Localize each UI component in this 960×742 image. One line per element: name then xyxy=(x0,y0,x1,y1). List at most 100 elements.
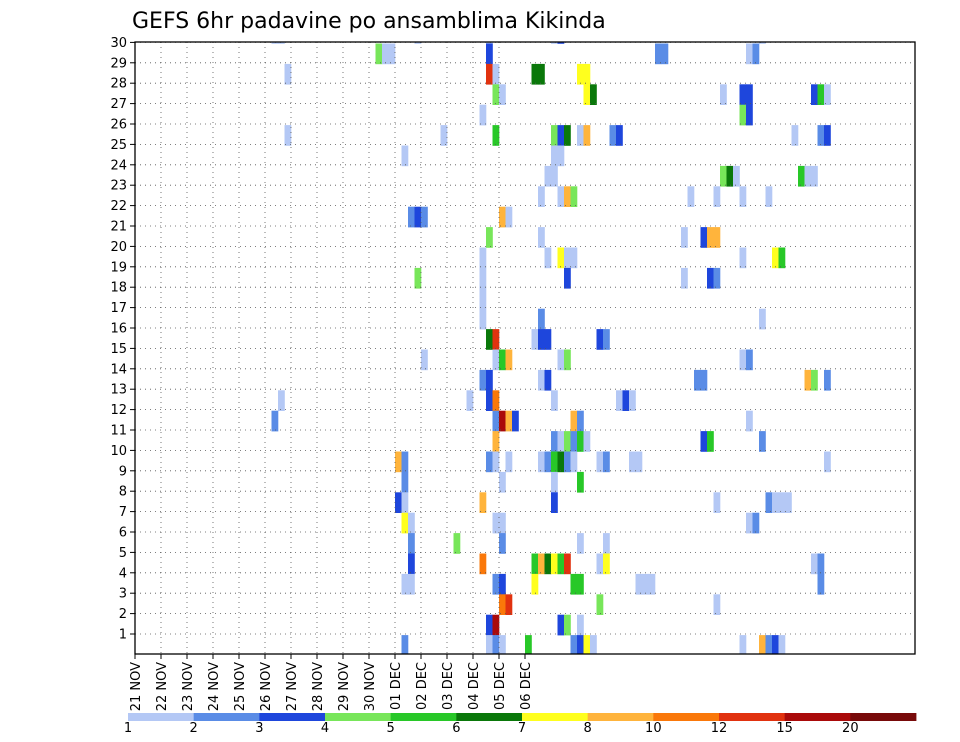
cell xyxy=(395,492,402,513)
cell xyxy=(486,451,493,473)
y-tick-label: 11 xyxy=(110,424,127,439)
cell xyxy=(512,410,519,432)
cell xyxy=(466,390,474,411)
cell xyxy=(661,43,669,65)
cell xyxy=(583,635,591,655)
cell xyxy=(538,63,545,85)
y-tick-label: 13 xyxy=(110,383,127,398)
cell xyxy=(505,451,513,473)
chart-title: GEFS 6hr padavine po ansamblima Kikinda xyxy=(132,9,606,34)
x-tick-label: 29 NOV xyxy=(337,662,352,711)
cell xyxy=(564,349,571,371)
cell xyxy=(505,349,513,371)
cell xyxy=(479,308,487,330)
cell xyxy=(577,63,584,85)
cell xyxy=(759,431,766,452)
cell xyxy=(401,573,409,595)
cell xyxy=(499,84,506,105)
cell xyxy=(811,369,818,391)
cell xyxy=(492,329,500,350)
y-tick-label: 14 xyxy=(110,362,127,377)
cell xyxy=(551,42,558,44)
cell xyxy=(739,349,747,371)
cell xyxy=(551,145,558,167)
cell xyxy=(382,43,389,65)
cell xyxy=(284,63,292,85)
x-tick-label: 06 DEC xyxy=(519,662,534,710)
cell xyxy=(492,635,500,655)
cell xyxy=(713,267,721,289)
cell xyxy=(648,573,656,595)
cell xyxy=(492,63,500,85)
colorbar-swatch xyxy=(587,713,654,721)
cell xyxy=(492,431,500,452)
cell xyxy=(739,186,747,207)
y-tick-label: 2 xyxy=(119,607,127,622)
cell xyxy=(486,614,493,636)
cell xyxy=(720,165,727,187)
cell xyxy=(772,635,779,655)
cell xyxy=(746,84,753,105)
y-tick-label: 12 xyxy=(110,403,127,418)
cell xyxy=(590,84,597,105)
cell xyxy=(603,329,610,350)
colorbar-swatch xyxy=(325,713,392,721)
cell xyxy=(824,369,831,391)
x-tick-label: 23 NOV xyxy=(181,662,196,711)
cell xyxy=(538,451,545,473)
y-tick-label: 24 xyxy=(110,158,127,173)
cell xyxy=(486,390,493,411)
cell xyxy=(499,573,506,595)
cell xyxy=(557,614,565,636)
cell xyxy=(583,84,591,105)
y-tick-label: 15 xyxy=(110,342,127,357)
cell xyxy=(746,349,753,371)
cell xyxy=(408,553,415,575)
cell xyxy=(629,390,636,411)
cell xyxy=(583,63,591,85)
cell xyxy=(564,431,571,452)
cell xyxy=(551,390,558,411)
colorbar-label: 15 xyxy=(776,721,793,736)
cell xyxy=(538,553,545,575)
cell xyxy=(479,369,487,391)
cell xyxy=(811,84,818,105)
cell xyxy=(388,43,396,65)
cell xyxy=(824,451,831,473)
cell xyxy=(700,227,708,248)
cell xyxy=(499,533,506,554)
cell xyxy=(707,227,714,248)
cell xyxy=(551,165,558,187)
cell xyxy=(492,512,500,534)
colorbar-label: 12 xyxy=(711,721,728,736)
cell xyxy=(401,451,409,473)
colorbar-swatch xyxy=(128,713,195,721)
grid-layer xyxy=(135,42,915,654)
cell xyxy=(278,42,285,44)
cells-layer xyxy=(271,42,831,655)
colorbar-label: 2 xyxy=(190,721,198,736)
cell xyxy=(486,42,493,44)
y-tick-label: 26 xyxy=(110,118,127,133)
colorbar-label: 20 xyxy=(842,721,859,736)
cell xyxy=(538,369,545,391)
colorbar-swatch xyxy=(522,713,589,721)
cell xyxy=(544,165,552,187)
cell xyxy=(765,635,773,655)
cell xyxy=(570,247,578,269)
cell xyxy=(564,125,571,146)
cell xyxy=(785,492,792,513)
cell xyxy=(577,635,584,655)
cell xyxy=(596,553,604,575)
x-tick-label: 30 NOV xyxy=(363,662,378,711)
cell xyxy=(486,43,493,65)
colorbar-swatch xyxy=(850,713,917,721)
cell xyxy=(616,390,623,411)
cell xyxy=(551,125,558,146)
colorbar-label: 5 xyxy=(387,721,395,736)
cell xyxy=(538,329,545,350)
cell xyxy=(824,84,831,105)
cell xyxy=(713,594,721,615)
cell xyxy=(395,451,402,473)
cell xyxy=(759,635,766,655)
